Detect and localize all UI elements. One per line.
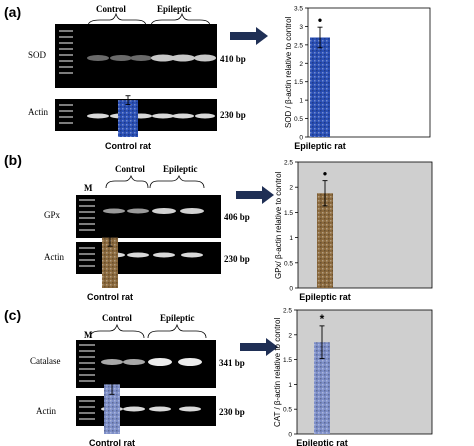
y-tick-label: 1 xyxy=(289,235,293,242)
y-tick-label: 2 xyxy=(288,332,292,339)
gel-row-label-actin: Actin xyxy=(28,107,48,117)
gel-row-label-gpx: GPx xyxy=(44,210,61,220)
gel-image-gpx xyxy=(76,195,221,238)
y-tick-label: 2.5 xyxy=(284,160,293,167)
y-tick-label: 2 xyxy=(299,61,303,68)
group-label-epileptic: Epileptic xyxy=(160,313,195,323)
bar-chart-gpx: 0 0.5 1 1.5 2 2.5 • Control rat Epileptic rat GPx… xyxy=(87,0,470,302)
gel-image-actin xyxy=(76,242,221,274)
significance-marker: • xyxy=(323,167,327,181)
panel-label-a: (a) xyxy=(4,4,22,20)
x-category-label: Control rat xyxy=(87,292,133,302)
gel-size-label-actin: 230 bp xyxy=(224,254,250,264)
y-tick-label: 1.5 xyxy=(283,357,292,364)
chart-svg: 0 0.5 1 1.5 2 2.5 * xyxy=(104,308,433,439)
y-tick-label: 2.5 xyxy=(294,42,303,49)
x-category-label: Epileptic rat xyxy=(296,438,348,446)
y-tick-label: 2 xyxy=(289,185,293,192)
bar-control xyxy=(118,100,138,137)
gel-image-actin xyxy=(76,396,216,426)
bar-epileptic xyxy=(317,193,333,288)
y-tick-label: 1 xyxy=(288,382,292,389)
gel-row-label-sod: SOD xyxy=(28,50,47,60)
y-tick-label: 1.5 xyxy=(284,210,293,217)
bar-epileptic xyxy=(314,342,330,434)
x-category-label: Epileptic rat xyxy=(294,141,346,151)
y-tick-label: 0.5 xyxy=(283,407,292,414)
bar-epileptic xyxy=(310,37,330,137)
gel-size-label-gpx: 406 bp xyxy=(224,212,250,222)
chart-svg: 0 0.5 1 1.5 2 2.5 • xyxy=(102,160,433,293)
y-tick-label: 1 xyxy=(299,98,303,105)
bar-control xyxy=(102,237,118,288)
y-tick-label: 0.5 xyxy=(294,116,303,123)
significance-marker: • xyxy=(318,13,322,27)
group-brackets xyxy=(89,323,207,339)
gel-size-label-actin: 230 bp xyxy=(219,407,245,417)
arrow-icon-a xyxy=(230,27,268,45)
chart-svg: 0 0.5 1 1.5 2 2.5 3 3.5 • xyxy=(118,6,431,142)
group-brackets xyxy=(87,12,211,27)
gel-panel-b: M Control Epileptic GPx 406 bp Actin xyxy=(0,150,260,280)
panel-label-b: (b) xyxy=(4,152,22,168)
gel-size-label-actin: 230 bp xyxy=(220,110,246,120)
bar-chart-cat: 0 0.5 1 1.5 2 2.5 * Control rat Epileptic rat CAT… xyxy=(89,0,474,446)
gel-size-label-sod: 410 bp xyxy=(220,54,246,64)
gel-size-label-catalase: 341 bp xyxy=(219,358,245,368)
marker-label: M xyxy=(84,183,93,193)
marker-label: M xyxy=(84,330,93,340)
y-axis-label: CAT / β-actin relative to control xyxy=(273,317,282,427)
y-tick-label: 0.5 xyxy=(284,260,293,267)
y-tick-label: 0 xyxy=(299,135,303,142)
y-tick-label: 3.5 xyxy=(294,6,303,13)
gel-image-catalase xyxy=(76,340,216,388)
group-brackets xyxy=(105,174,205,189)
y-tick-label: 0 xyxy=(289,286,293,293)
y-tick-label: 1.5 xyxy=(294,79,303,86)
y-tick-label: 2.5 xyxy=(283,308,292,315)
group-label-epileptic: Epileptic xyxy=(157,4,192,14)
group-label-control: Control xyxy=(96,4,126,14)
panel-label-c: (c) xyxy=(4,307,22,323)
gel-row-label-actin: Actin xyxy=(36,406,56,416)
x-category-label: Epileptic rat xyxy=(299,292,351,302)
significance-marker: * xyxy=(320,312,325,326)
group-label-control: Control xyxy=(102,313,132,323)
bar-control xyxy=(104,384,120,434)
y-tick-label: 3 xyxy=(299,24,303,31)
group-label-control: Control xyxy=(115,164,145,174)
group-label-epileptic: Epileptic xyxy=(163,164,198,174)
arrow-icon-b xyxy=(236,186,274,204)
gel-image-sod xyxy=(55,24,217,88)
x-category-label: Control rat xyxy=(105,141,151,151)
arrow-icon-c xyxy=(240,338,278,356)
gel-row-label-actin: Actin xyxy=(44,252,64,262)
bar-chart-sod: 0 0.5 1 1.5 2 2.5 3 3.5 • Control rat Epileptic ra… xyxy=(105,0,470,155)
y-tick-label: 0 xyxy=(288,432,292,439)
x-category-label: Control rat xyxy=(89,438,135,446)
gel-row-label-catalase: Catalase xyxy=(30,356,61,366)
gel-panel-c: M Control Epileptic Catalase 341 bp Acti… xyxy=(0,300,260,440)
